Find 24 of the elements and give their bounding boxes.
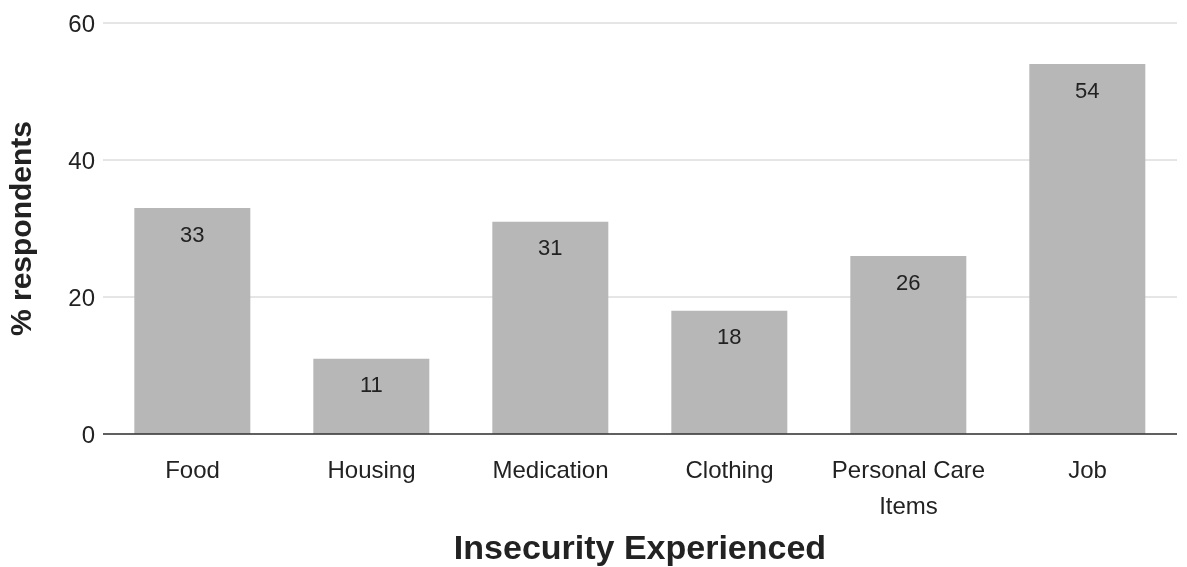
y-axis-title: % respondents	[3, 120, 37, 337]
data-label: 11	[359, 372, 383, 398]
data-label: 33	[180, 221, 205, 247]
bar	[850, 255, 967, 434]
x-tick-label: Job	[1068, 455, 1107, 483]
x-tick-label: Food	[165, 455, 220, 483]
y-tick-label: 60	[68, 9, 95, 37]
x-tick-label: Clothing	[685, 455, 774, 483]
bar	[492, 221, 609, 434]
y-tick-label: 20	[68, 283, 95, 311]
y-tick-label: 40	[68, 146, 95, 174]
x-tick-label: Housing	[327, 455, 416, 483]
y-tick-label: 0	[81, 420, 95, 448]
data-label: 54	[1075, 77, 1100, 103]
bar	[313, 358, 430, 434]
x-tick-label: Personal Care Items	[831, 455, 986, 519]
data-label: 18	[717, 324, 742, 350]
x-tick-label: Medication	[492, 455, 609, 483]
data-label: 26	[896, 269, 921, 295]
bar	[671, 310, 788, 434]
x-axis-title: Insecurity Experienced	[453, 528, 827, 566]
bar	[1029, 64, 1146, 434]
bar	[134, 207, 251, 434]
data-label: 31	[538, 235, 563, 261]
